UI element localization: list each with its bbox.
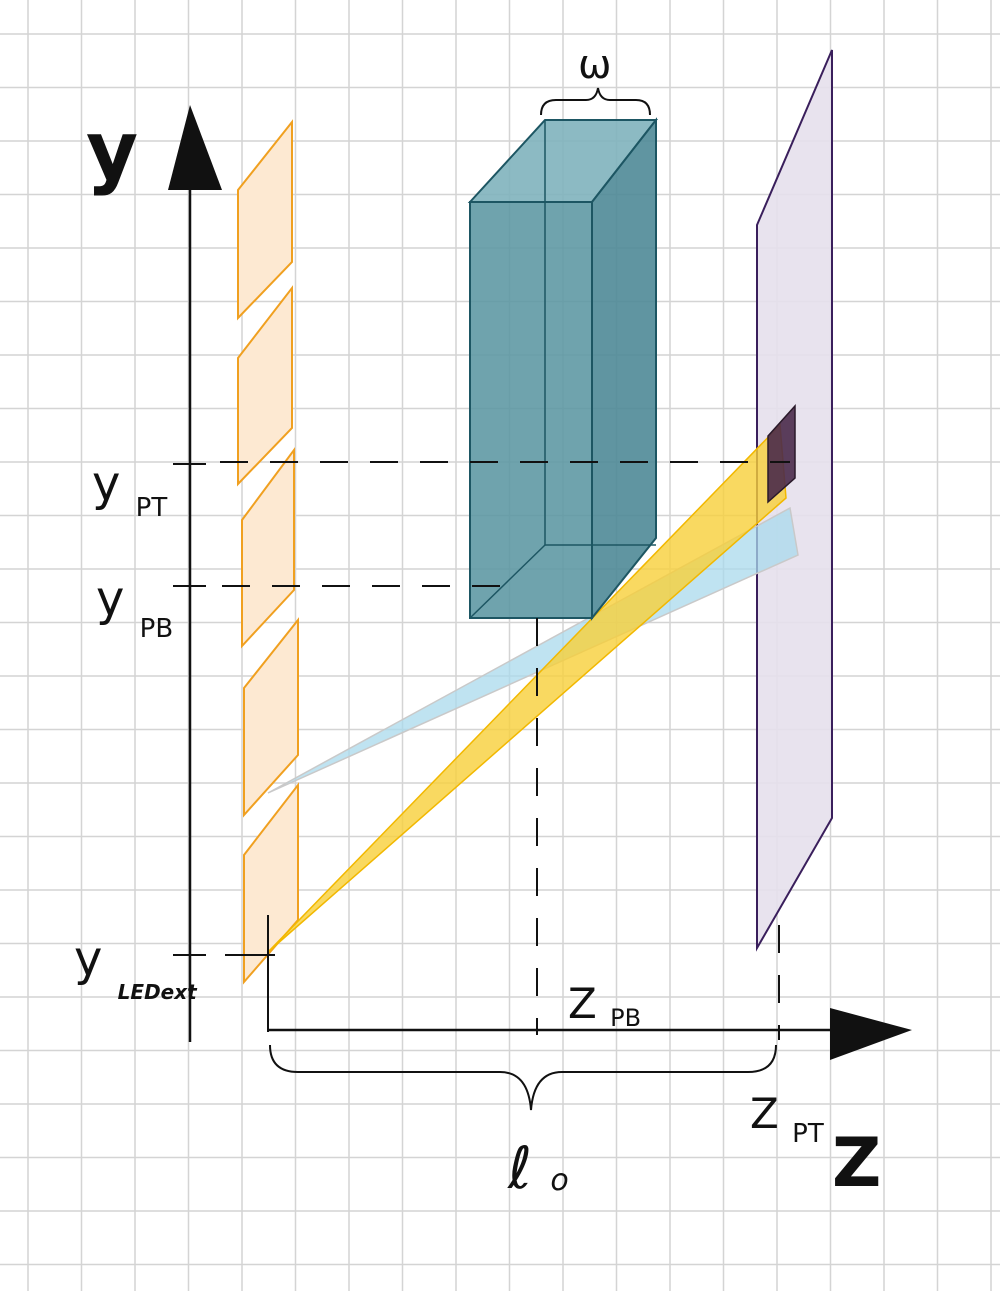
y-pb-label: y PB	[96, 571, 173, 644]
y-pt-sub: PT	[136, 493, 168, 523]
detector-patch	[767, 404, 796, 504]
z-pb-label: Z PB	[568, 979, 641, 1032]
z-pb-sub: PB	[610, 1004, 641, 1032]
y-led-main: y	[74, 931, 102, 987]
l0-main: ℓ	[507, 1134, 532, 1202]
led-segment	[243, 782, 299, 985]
led-segment	[241, 446, 295, 649]
led-segment	[237, 119, 293, 321]
axis-y-label: y	[86, 104, 138, 197]
axis-z-label: Z	[832, 1124, 881, 1203]
y-led-sub: LEDext	[118, 980, 198, 1004]
z-pt-label: Z PT	[750, 1089, 824, 1149]
pillar-block	[467, 117, 659, 621]
detector-screen	[756, 49, 833, 952]
z-axis-arrow-icon	[830, 1008, 912, 1060]
l0-sub: o	[550, 1163, 568, 1198]
y-pt-label: y PT	[92, 456, 167, 523]
z-pt-main: Z	[750, 1089, 779, 1138]
z-pt-sub: PT	[792, 1119, 824, 1149]
block-hidden-edge	[469, 544, 546, 619]
y-axis-arrow-icon	[168, 105, 222, 190]
led-strip	[237, 119, 299, 985]
led-segment	[237, 285, 293, 487]
y-led-label: y LEDext	[74, 931, 198, 1004]
l0-brace	[269, 1044, 777, 1111]
block-front	[469, 201, 593, 619]
z-pb-main: Z	[568, 979, 597, 1028]
y-pt-main: y	[92, 456, 120, 512]
omega-label: ω	[578, 42, 612, 88]
y-pb-sub: PB	[140, 614, 174, 644]
block-side	[591, 117, 657, 621]
led-segment	[243, 617, 299, 818]
y-pb-main: y	[96, 571, 124, 627]
l0-label: ℓ o	[507, 1134, 569, 1202]
omega-brace	[540, 87, 651, 116]
axes	[168, 105, 912, 1060]
dashed-guides	[220, 461, 790, 1040]
